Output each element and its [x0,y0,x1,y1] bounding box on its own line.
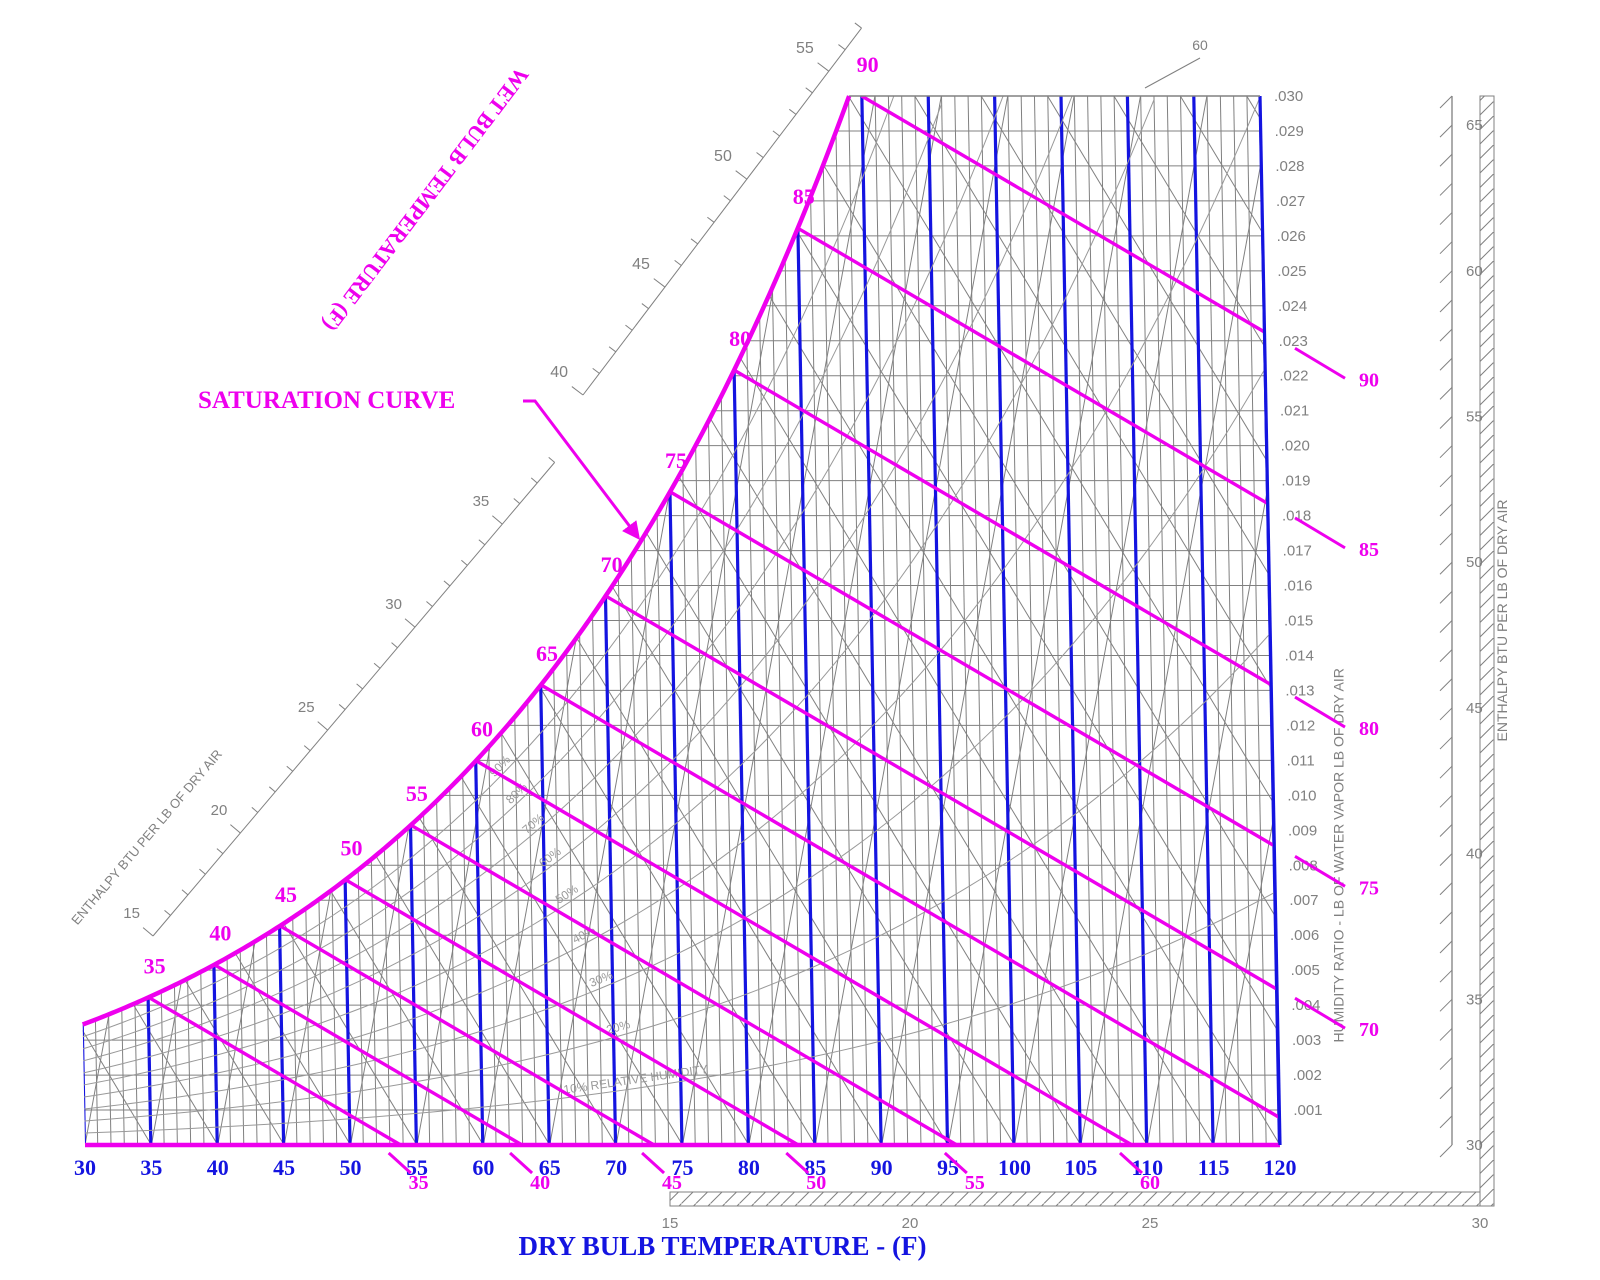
svg-text:.022: .022 [1279,368,1308,385]
svg-text:15: 15 [662,1215,679,1232]
svg-text:.023: .023 [1279,333,1308,350]
svg-text:.019: .019 [1281,473,1310,490]
svg-text:.012: .012 [1286,717,1315,734]
svg-text:.029: .029 [1275,123,1304,140]
svg-text:95: 95 [937,1155,959,1180]
svg-text:75: 75 [1359,877,1379,899]
svg-text:55: 55 [406,781,428,806]
svg-text:.006: .006 [1290,927,1319,944]
svg-text:20: 20 [211,802,228,819]
svg-text:DRY BULB TEMPERATURE - (F): DRY BULB TEMPERATURE - (F) [518,1231,926,1261]
svg-text:.021: .021 [1280,403,1309,420]
svg-text:105: 105 [1064,1155,1097,1180]
svg-text:50: 50 [806,1172,826,1194]
svg-text:40: 40 [207,1155,229,1180]
svg-text:ENTHALPY BTU PER LB OF DRY AIR: ENTHALPY BTU PER LB OF DRY AIR [1494,500,1510,742]
svg-text:.016: .016 [1283,578,1312,595]
svg-text:.002: .002 [1293,1067,1322,1084]
svg-text:45: 45 [275,882,297,907]
svg-text:80: 80 [729,326,751,351]
svg-text:65: 65 [536,641,558,666]
svg-text:80: 80 [1359,718,1379,740]
svg-text:.011: .011 [1287,752,1315,769]
svg-text:80: 80 [738,1155,760,1180]
svg-text:70: 70 [601,552,623,577]
svg-text:.024: .024 [1278,298,1307,315]
svg-text:25: 25 [298,699,315,716]
svg-text:45: 45 [273,1155,295,1180]
svg-text:.020: .020 [1281,438,1310,455]
svg-text:.028: .028 [1275,158,1304,175]
svg-text:.007: .007 [1289,892,1318,909]
svg-text:60: 60 [471,717,493,742]
svg-text:40: 40 [530,1172,550,1194]
svg-text:.015: .015 [1284,613,1313,630]
svg-text:90: 90 [857,52,879,77]
svg-text:90: 90 [1359,369,1379,391]
svg-text:.027: .027 [1276,193,1305,210]
svg-text:.018: .018 [1282,508,1311,525]
svg-text:40: 40 [209,921,231,946]
svg-text:.003: .003 [1292,1032,1321,1049]
svg-text:120: 120 [1264,1155,1297,1180]
svg-text:30: 30 [1472,1215,1489,1232]
svg-text:45: 45 [632,256,650,273]
svg-text:70: 70 [1359,1019,1379,1041]
svg-text:30: 30 [74,1155,96,1180]
svg-text:50: 50 [340,1155,362,1180]
svg-text:45: 45 [662,1172,682,1194]
svg-text:SATURATION CURVE: SATURATION CURVE [198,387,455,414]
svg-text:35: 35 [140,1155,162,1180]
svg-text:85: 85 [1359,539,1379,561]
svg-text:.010: .010 [1287,787,1316,804]
svg-text:115: 115 [1198,1155,1230,1180]
svg-text:20: 20 [902,1215,919,1232]
svg-text:30: 30 [385,596,402,613]
svg-text:90: 90 [871,1155,893,1180]
svg-text:.014: .014 [1285,647,1314,664]
svg-text:40: 40 [550,364,568,381]
svg-text:.013: .013 [1285,682,1314,699]
svg-text:35: 35 [473,493,490,510]
svg-text:85: 85 [793,184,815,209]
svg-text:50: 50 [714,148,732,165]
svg-text:75: 75 [665,448,687,473]
svg-text:.017: .017 [1283,543,1312,560]
svg-text:.005: .005 [1291,962,1320,979]
svg-text:.030: .030 [1274,88,1303,105]
svg-text:60: 60 [472,1155,494,1180]
svg-text:60: 60 [1140,1172,1160,1194]
svg-text:.001: .001 [1293,1102,1322,1119]
svg-text:55: 55 [965,1172,985,1194]
svg-text:.025: .025 [1277,263,1306,280]
svg-text:35: 35 [144,953,166,978]
svg-text:.026: .026 [1277,228,1306,245]
svg-text:70: 70 [605,1155,627,1180]
svg-text:.009: .009 [1288,822,1317,839]
svg-text:55: 55 [796,40,814,57]
svg-text:50: 50 [341,836,363,861]
svg-text:35: 35 [409,1172,429,1194]
svg-text:15: 15 [123,905,140,922]
svg-text:60: 60 [1192,37,1208,53]
svg-text:25: 25 [1142,1215,1159,1232]
svg-text:100: 100 [998,1155,1031,1180]
